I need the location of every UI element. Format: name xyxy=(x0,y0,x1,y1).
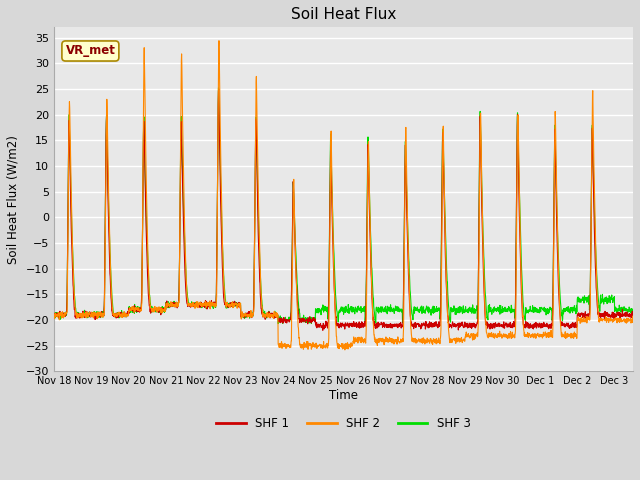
SHF 2 xyxy=(541,333,548,338)
Text: VR_met: VR_met xyxy=(65,45,115,58)
SHF 1 xyxy=(413,322,421,327)
SHF 2 xyxy=(348,340,355,346)
SHF 2 xyxy=(431,338,438,344)
SHF 3 xyxy=(609,295,617,301)
SHF 3 xyxy=(214,85,222,91)
SHF 2 xyxy=(609,319,617,324)
SHF 1 xyxy=(84,314,92,320)
SHF 1 xyxy=(541,324,548,329)
Title: Soil Heat Flux: Soil Heat Flux xyxy=(291,7,396,22)
SHF 1 xyxy=(215,86,223,92)
SHF 2 xyxy=(215,38,223,44)
Legend: SHF 1, SHF 2, SHF 3: SHF 1, SHF 2, SHF 3 xyxy=(212,412,476,434)
Line: SHF 1: SHF 1 xyxy=(54,89,633,330)
Y-axis label: Soil Heat Flux (W/m2): Soil Heat Flux (W/m2) xyxy=(7,135,20,264)
SHF 1 xyxy=(50,310,58,316)
SHF 2 xyxy=(413,337,421,343)
SHF 1 xyxy=(629,312,637,317)
SHF 3 xyxy=(348,309,355,314)
Line: SHF 2: SHF 2 xyxy=(54,41,633,350)
SHF 3 xyxy=(413,305,421,311)
SHF 1 xyxy=(348,321,355,327)
SHF 1 xyxy=(431,323,438,329)
X-axis label: Time: Time xyxy=(329,389,358,402)
SHF 3 xyxy=(541,309,548,314)
SHF 3 xyxy=(50,314,58,320)
SHF 1 xyxy=(609,310,617,315)
SHF 3 xyxy=(431,310,438,315)
SHF 2 xyxy=(84,314,92,320)
SHF 1 xyxy=(319,327,326,333)
SHF 2 xyxy=(50,311,58,316)
SHF 2 xyxy=(341,347,349,353)
SHF 3 xyxy=(629,306,637,312)
Line: SHF 3: SHF 3 xyxy=(54,88,633,324)
SHF 3 xyxy=(275,321,282,326)
SHF 2 xyxy=(629,317,637,323)
SHF 3 xyxy=(84,311,92,317)
